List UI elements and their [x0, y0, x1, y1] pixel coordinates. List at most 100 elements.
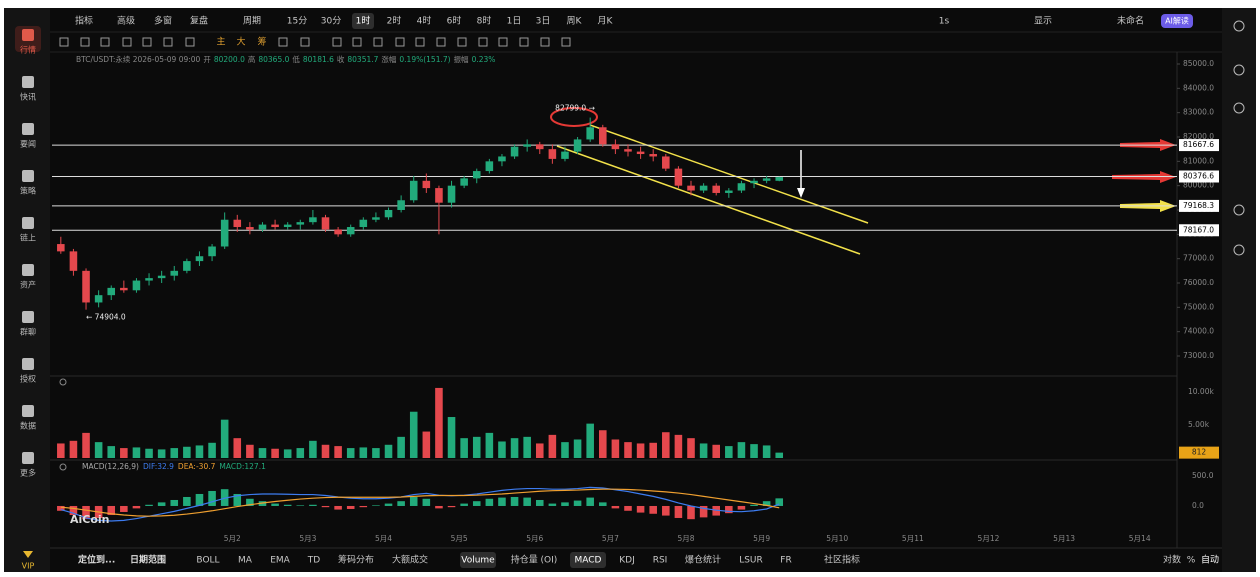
- community[interactable]: 社区指标: [824, 554, 860, 566]
- side-icon[interactable]: [1233, 20, 1245, 32]
- indicator[interactable]: 大额成交: [392, 554, 428, 566]
- toolbar-item[interactable]: 复盘: [190, 15, 208, 27]
- draw-tool[interactable]: [185, 37, 195, 47]
- candle-body: [246, 227, 254, 230]
- draw-tool[interactable]: [352, 37, 362, 47]
- draw-tool[interactable]: [100, 37, 110, 47]
- nav-icon[interactable]: [22, 405, 34, 417]
- interval[interactable]: 6时: [447, 15, 462, 27]
- sub-indicator[interactable]: Volume: [461, 556, 495, 566]
- interval[interactable]: 2时: [387, 15, 402, 27]
- nav-label[interactable]: 更多: [20, 468, 36, 478]
- draw-tool[interactable]: [373, 37, 383, 47]
- interval[interactable]: 1时: [356, 15, 371, 27]
- candle-body: [750, 180, 758, 184]
- nav-label[interactable]: 数据: [20, 421, 36, 431]
- locate[interactable]: 定位到...: [77, 554, 115, 566]
- y-tick-label: 74000.0: [1183, 327, 1214, 336]
- draw-tool[interactable]: [478, 37, 488, 47]
- nav-label[interactable]: 行情: [20, 45, 36, 55]
- draw-tool[interactable]: [436, 37, 446, 47]
- nav-icon[interactable]: [22, 311, 34, 323]
- draw-tool[interactable]: [519, 37, 529, 47]
- interval[interactable]: 1日: [507, 16, 522, 27]
- sub-indicator[interactable]: 爆仓统计: [685, 554, 721, 566]
- sub-indicator[interactable]: KDJ: [619, 556, 635, 566]
- draw-tool[interactable]: [415, 37, 425, 47]
- display[interactable]: 显示: [1034, 16, 1052, 27]
- ai-button[interactable]: [1161, 14, 1193, 28]
- vip-label[interactable]: VIP: [22, 562, 35, 571]
- sub-indicator[interactable]: LSUR: [739, 556, 763, 566]
- sub-indicator[interactable]: MACD: [575, 556, 602, 566]
- side-icon[interactable]: [1233, 204, 1245, 216]
- side-icon[interactable]: [1233, 102, 1245, 114]
- info-text: 0.19%(151.7): [399, 55, 450, 64]
- draw-tool[interactable]: [278, 37, 288, 47]
- interval[interactable]: 周K: [567, 16, 583, 27]
- draw-tool[interactable]: [142, 37, 152, 47]
- indicator[interactable]: MA: [238, 556, 253, 566]
- sub-indicator[interactable]: RSI: [653, 556, 668, 566]
- interval[interactable]: 4时: [417, 15, 432, 27]
- side-icon[interactable]: [1233, 64, 1245, 76]
- draw-tool[interactable]: [498, 37, 508, 47]
- scale-option[interactable]: 自动: [1201, 554, 1219, 566]
- toolbar-item[interactable]: 高级: [117, 15, 135, 27]
- nav-label[interactable]: 策略: [20, 186, 36, 196]
- macd-bar: [170, 499, 179, 506]
- indicator[interactable]: EMA: [270, 556, 290, 566]
- indicator[interactable]: 筹码分布: [338, 554, 374, 566]
- watermark: AiCoin: [70, 513, 110, 526]
- ai-label[interactable]: AI解读: [1165, 16, 1189, 26]
- nav-label[interactable]: 资产: [20, 280, 36, 290]
- toolbar-item[interactable]: 多窗: [154, 15, 172, 27]
- nav-label[interactable]: 链上: [20, 233, 36, 243]
- scale-option[interactable]: %: [1187, 556, 1196, 566]
- sub-indicator[interactable]: 持仓量 (OI): [511, 554, 558, 566]
- scale-option[interactable]: 对数: [1163, 554, 1181, 566]
- nav-icon[interactable]: [22, 170, 34, 182]
- draw-tool-label[interactable]: 筹: [257, 36, 266, 48]
- nav-label[interactable]: 授权: [20, 374, 36, 384]
- interval[interactable]: 8时: [477, 15, 492, 27]
- nav-label[interactable]: 快讯: [20, 92, 36, 102]
- toolbar-period[interactable]: 周期: [243, 16, 261, 27]
- nav-icon[interactable]: [22, 358, 34, 370]
- draw-tool[interactable]: [395, 37, 405, 47]
- x-tick-label: 5月6: [526, 534, 543, 543]
- draw-tool-label[interactable]: 主: [216, 36, 225, 48]
- nav-icon[interactable]: [22, 76, 34, 88]
- nav-label[interactable]: 要闻: [20, 140, 36, 149]
- draw-tool[interactable]: [457, 37, 467, 47]
- nav-icon[interactable]: [22, 452, 34, 464]
- volume-bar: [69, 440, 78, 458]
- nav-icon[interactable]: [22, 217, 34, 229]
- side-icon[interactable]: [1233, 244, 1245, 256]
- nav-icon[interactable]: [22, 123, 34, 135]
- draw-tool-label[interactable]: 大: [236, 36, 245, 48]
- speed[interactable]: 1s: [939, 17, 950, 27]
- nav-icon[interactable]: [22, 29, 34, 41]
- draw-tool[interactable]: [80, 37, 90, 47]
- draw-tool[interactable]: [332, 37, 342, 47]
- nav-label[interactable]: 群聊: [20, 327, 36, 337]
- indicator[interactable]: TD: [307, 556, 320, 566]
- interval[interactable]: 3日: [536, 16, 551, 27]
- layout-name[interactable]: 未命名: [1117, 15, 1144, 27]
- draw-tool[interactable]: [122, 37, 132, 47]
- interval[interactable]: 15分: [287, 16, 307, 27]
- info-text: 80365.0: [258, 55, 289, 64]
- sub-indicator[interactable]: FR: [780, 556, 791, 566]
- interval[interactable]: 30分: [321, 16, 341, 27]
- draw-tool[interactable]: [300, 37, 310, 47]
- draw-tool[interactable]: [163, 37, 173, 47]
- draw-tool[interactable]: [561, 37, 571, 47]
- toolbar-item[interactable]: 指标: [75, 15, 93, 27]
- draw-tool[interactable]: [540, 37, 550, 47]
- draw-tool[interactable]: [59, 37, 69, 47]
- date-range[interactable]: 日期范围: [130, 554, 166, 566]
- nav-icon[interactable]: [22, 264, 34, 276]
- interval[interactable]: 月K: [598, 16, 614, 27]
- indicator[interactable]: BOLL: [196, 556, 219, 566]
